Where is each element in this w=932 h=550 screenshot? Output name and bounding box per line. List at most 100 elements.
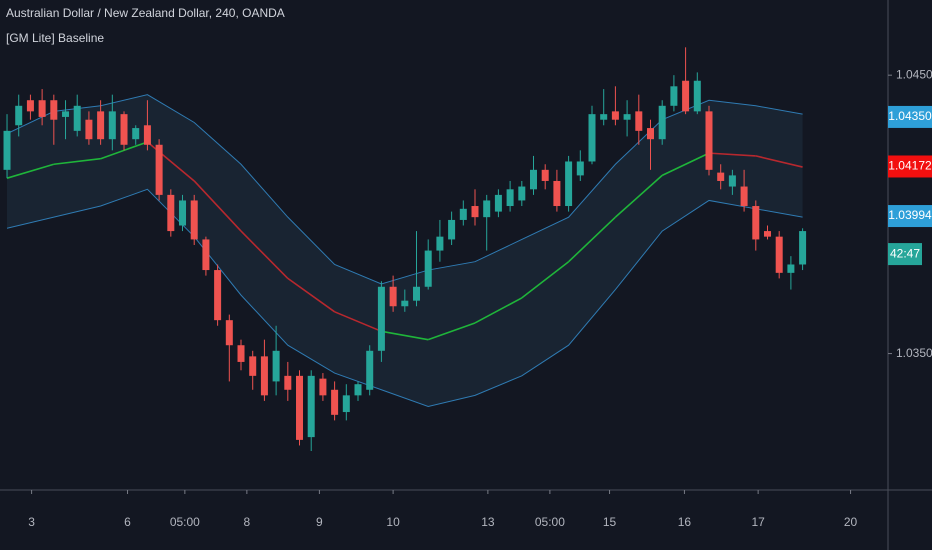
x-tick-label: 13 [481,515,495,529]
price-label: 1.04172 [888,159,932,173]
price-label-box [888,155,932,178]
candle-body [424,250,432,287]
candle-body [693,80,701,112]
candle-body [132,128,140,140]
candle-body [553,180,561,207]
candle-body [389,286,397,307]
x-tick-label: 10 [386,515,400,529]
price-label-box [888,105,932,128]
chart-title: Australian Dollar / New Zealand Dollar, … [6,6,285,20]
candle-body [167,194,175,232]
candle-body [249,356,257,376]
candle-body [3,130,11,170]
candle-body [752,206,760,240]
candle-body [670,86,678,106]
band-upper [6,94,803,285]
baseline-segment [240,230,289,279]
x-tick-label: 20 [844,515,858,529]
candle-body [600,114,608,120]
baseline-segment [614,174,663,218]
baseline-segment [334,311,382,333]
baseline-segment [474,297,523,324]
candle-body [775,236,783,273]
candle-body [50,100,58,120]
candle-body [682,80,690,112]
candle-body [530,169,538,190]
candle-body [225,320,233,346]
candle-body [471,206,479,218]
baseline-segment [661,152,710,177]
x-tick-label: 16 [678,515,692,529]
candle-body [401,300,409,307]
candle-body [658,105,666,140]
x-tick-label: 9 [316,515,323,529]
x-tick-label: 6 [124,515,131,529]
candle-body [799,231,807,265]
x-tick-label: 8 [244,515,251,529]
candle-body [728,175,736,187]
baseline-segment [381,330,429,341]
candle-body [565,161,573,207]
candle-body [541,169,549,181]
price-label-box [888,205,932,228]
candle-body [518,186,526,201]
x-tick-label: 05:00 [170,515,200,529]
candle-body [272,350,280,382]
candle-body [342,395,350,413]
candle-body [413,286,421,301]
x-tick-label: 05:00 [535,515,565,529]
x-tick-label: 3 [28,515,35,529]
candle-body [494,194,502,212]
candle-body [15,105,23,126]
candle-body [26,100,34,112]
candle-body [436,236,444,251]
candle-body [611,111,619,120]
candle-body [307,375,315,438]
y-tick-label: 1.03500 [896,346,932,360]
baseline-segment [53,157,101,166]
candle-body [646,128,654,140]
candle-body [190,200,198,240]
baseline-segment [708,152,756,157]
y-tick-label: 1.04500 [896,67,932,81]
candle-body [143,125,151,145]
baseline-segment [521,261,570,299]
candle-body [73,105,81,131]
candle-body [448,219,456,240]
candle-body [155,144,163,195]
candle-body [85,119,93,140]
candle-body [179,200,187,226]
baseline-segment [427,322,476,341]
candle-body [623,114,631,120]
indicator-name: [GM Lite] Baseline [6,31,104,45]
price-label: 1.03994 [888,208,932,222]
candle-body [319,378,327,396]
x-tick-label: 17 [751,515,765,529]
candle-body [62,111,70,117]
candle-body [284,375,292,390]
candle-body [483,200,491,218]
candle-body [366,350,374,390]
x-tick-label: 15 [603,515,617,529]
band-fill [7,94,803,407]
candle-body [296,375,304,440]
candle-body [377,286,385,351]
candle-body [705,111,713,170]
countdown: 42:47 [890,246,920,260]
price-label: 1.04350 [888,109,932,123]
baseline-segment [755,155,803,168]
candle-body [120,114,128,145]
candle-body [588,114,596,162]
candle-body [260,356,268,396]
baseline-segment [193,180,242,232]
baseline-segment [146,141,195,182]
candle-body [576,161,584,176]
candle-body [459,208,467,220]
countdown-box [888,243,922,266]
candle-body [506,189,514,207]
candle-body [97,111,105,140]
baseline-segment [6,163,55,179]
baseline-segment [568,216,616,263]
candle-body [38,100,46,117]
candle-body [354,384,362,396]
